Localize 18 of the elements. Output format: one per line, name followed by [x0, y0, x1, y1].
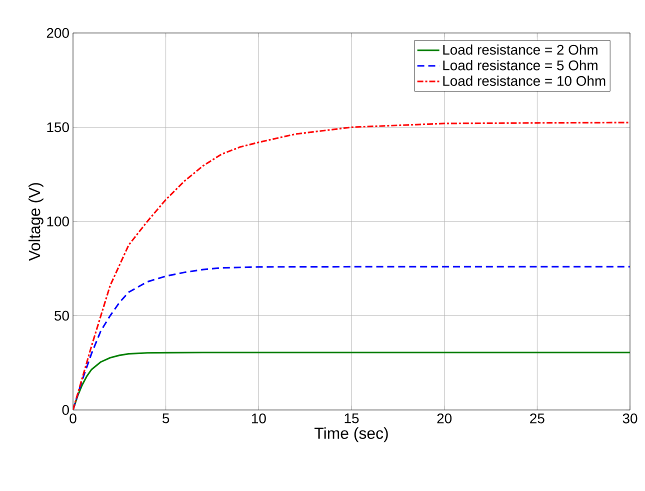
y-tick-label: 150: [47, 122, 69, 132]
y-tick-label: 0: [62, 405, 69, 415]
x-tick-label: 20: [437, 413, 452, 424]
y-tick-label: 100: [47, 216, 69, 226]
x-tick-label: 15: [344, 414, 359, 424]
line-series: [73, 122, 630, 410]
legend-label: Load resistance = 5 Ohm: [443, 60, 598, 70]
x-tick-label: 10: [252, 413, 266, 424]
y-tick-label: 50: [54, 310, 69, 321]
x-tick-label: 30: [622, 413, 638, 424]
legend-label: Load resistance = 10 Ohm: [443, 76, 606, 86]
y-tick-label: 200: [46, 28, 69, 38]
legend-label: Load resistance = 2 Ohm: [443, 44, 598, 55]
x-axis-title: Time (sec): [314, 427, 388, 442]
x-tick-label: 25: [530, 413, 544, 424]
x-tick-label: 5: [162, 414, 170, 424]
y-axis-title: Voltage (V): [28, 183, 44, 261]
x-tick-label: 0: [70, 413, 76, 424]
